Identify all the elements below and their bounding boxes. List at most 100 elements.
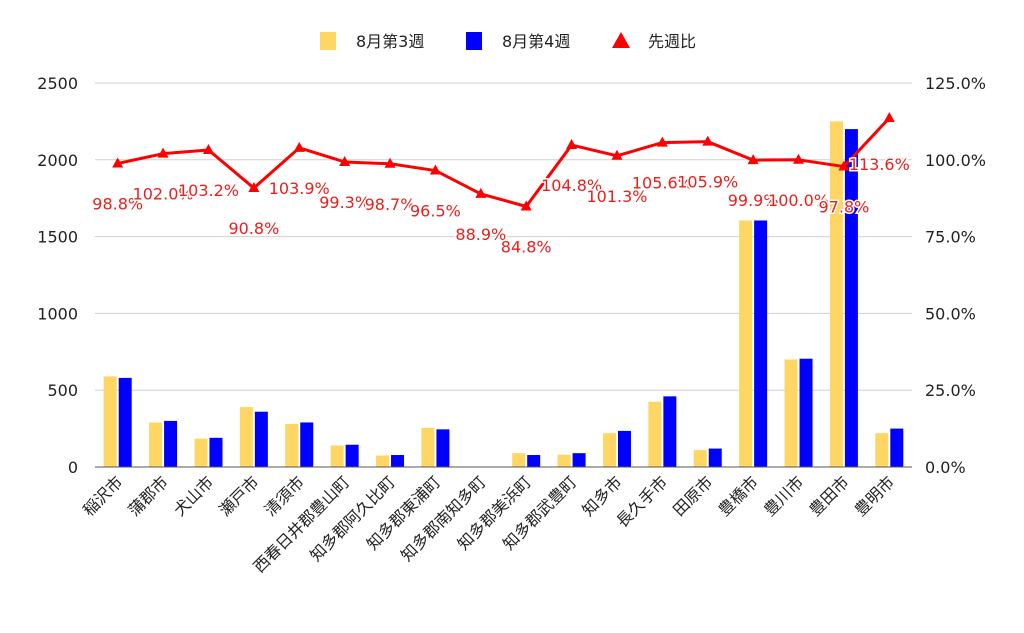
category-label: 田原市 <box>669 472 716 519</box>
ratio-line <box>117 116 891 208</box>
category-label: 長久手市 <box>612 472 671 531</box>
line-series <box>112 112 895 211</box>
ratio-data-label: 99.3% <box>319 193 370 212</box>
bar-week4 <box>345 444 359 467</box>
right-tick-label: 25.0% <box>925 381 976 400</box>
category-label: 豊橋市 <box>715 472 762 519</box>
ratio-data-label: 103.9% <box>269 179 330 198</box>
ratio-data-label: 90.8% <box>228 219 279 238</box>
bar-week4 <box>118 377 132 467</box>
bar-week4 <box>617 430 631 467</box>
right-tick-label: 125.0% <box>925 74 986 93</box>
ratio-marker <box>838 160 850 171</box>
ratio-data-label: 97.8% <box>819 198 870 217</box>
ratio-marker <box>883 112 895 123</box>
bar-week3 <box>330 445 344 467</box>
bar-week4 <box>663 396 677 467</box>
bar-week3 <box>784 359 798 467</box>
bar-week3 <box>149 422 163 467</box>
right-tick-label: 75.0% <box>925 228 976 247</box>
ratio-data-label: 104.8% <box>541 176 602 195</box>
ratio-marker <box>248 182 260 193</box>
category-label: 犬山市 <box>170 472 217 519</box>
left-tick-label: 500 <box>47 381 78 400</box>
ratio-data-label: 101.3% <box>586 187 647 206</box>
legend-label: 8月第4週 <box>502 32 570 51</box>
bar-week4 <box>391 455 405 467</box>
ratio-data-label: 105.9% <box>677 173 738 192</box>
x-axis: 稲沢市蒲郡市犬山市瀬戸市清須市西春日井郡豊山町知多郡阿久比町知多郡東浦町知多郡南… <box>79 472 898 576</box>
right-tick-label: 100.0% <box>925 151 986 170</box>
bar-week3 <box>103 376 117 467</box>
ratio-marker <box>429 164 441 175</box>
bar-week3 <box>602 433 616 467</box>
ratio-marker <box>112 157 124 168</box>
bar-week3 <box>648 401 662 467</box>
bar-week3 <box>693 450 707 467</box>
left-tick-label: 0 <box>68 458 78 477</box>
ratio-marker <box>520 200 532 211</box>
ratio-data-label: 100.0% <box>768 191 829 210</box>
bar-week4 <box>890 428 904 467</box>
bar-week4 <box>572 453 586 467</box>
ratio-marker <box>611 149 623 160</box>
legend-label: 8月第3週 <box>356 32 424 51</box>
ratio-data-label: 102.0% <box>133 185 194 204</box>
bar-week4 <box>754 220 768 467</box>
ratio-data-label: 98.8% <box>92 194 143 213</box>
bar-week4 <box>436 429 450 467</box>
right-tick-label: 0.0% <box>925 458 966 477</box>
ratio-data-label: 98.7% <box>365 195 416 214</box>
bar-week3 <box>557 454 571 467</box>
legend-swatch-week3 <box>320 32 336 50</box>
right-y-axis: 0.0% 25.0% 50.0% 75.0% 100.0% 125.0% <box>925 74 986 477</box>
legend-label: 先週比 <box>648 32 696 51</box>
bar-week3 <box>376 455 390 467</box>
legend-swatch-week4 <box>466 32 482 50</box>
bar-week4 <box>254 411 268 467</box>
bar-week3 <box>739 220 753 467</box>
category-label: 豊田市 <box>805 472 852 519</box>
ratio-marker <box>747 154 759 165</box>
ratio-marker <box>339 155 351 166</box>
category-label: 稲沢市 <box>79 472 126 519</box>
category-label: 瀬戸市 <box>215 472 262 519</box>
ratio-marker <box>656 136 668 147</box>
data-labels: 98.8%102.0%103.2% 90.8% 103.9%99.3%98.7%96… <box>91 154 912 258</box>
bar-series <box>95 121 912 468</box>
bar-week4 <box>708 448 722 467</box>
ratio-marker <box>566 139 578 150</box>
bar-week4 <box>209 437 223 467</box>
bar-week3 <box>194 438 208 467</box>
ratio-marker <box>384 157 396 168</box>
ratio-marker <box>202 143 214 154</box>
left-tick-label: 2500 <box>37 74 78 93</box>
ratio-data-label: 84.8% <box>501 237 552 256</box>
right-tick-label: 50.0% <box>925 304 976 323</box>
ratio-marker <box>157 147 169 158</box>
bar-week3 <box>829 121 843 468</box>
bar-week4 <box>164 420 178 467</box>
ratio-marker <box>475 187 487 198</box>
bar-week4 <box>527 455 541 467</box>
bar-week3 <box>512 453 526 467</box>
left-tick-label: 2000 <box>37 151 78 170</box>
ratio-marker <box>793 153 805 164</box>
legend: 8月第3週 8月第4週 先週比 <box>320 32 696 51</box>
category-label: 蒲郡市 <box>125 472 172 519</box>
ratio-marker <box>293 141 305 152</box>
left-y-axis: 0 500 1000 1500 2000 2500 <box>37 74 78 477</box>
ratio-data-label: 96.5% <box>410 202 461 221</box>
category-label: 豊明市 <box>851 472 898 519</box>
left-tick-label: 1000 <box>37 304 78 323</box>
ratio-data-label: 103.2% <box>178 181 239 200</box>
bar-week4 <box>844 129 858 467</box>
ratio-marker <box>702 135 714 146</box>
ratio-data-label: 99.9% <box>728 191 779 210</box>
ratio-data-label: 105.6% <box>632 174 693 193</box>
ratio-data-label: 113.6% <box>849 155 910 174</box>
category-label: 豊川市 <box>760 472 807 519</box>
left-tick-label: 1500 <box>37 228 78 247</box>
bar-week3 <box>421 427 435 467</box>
